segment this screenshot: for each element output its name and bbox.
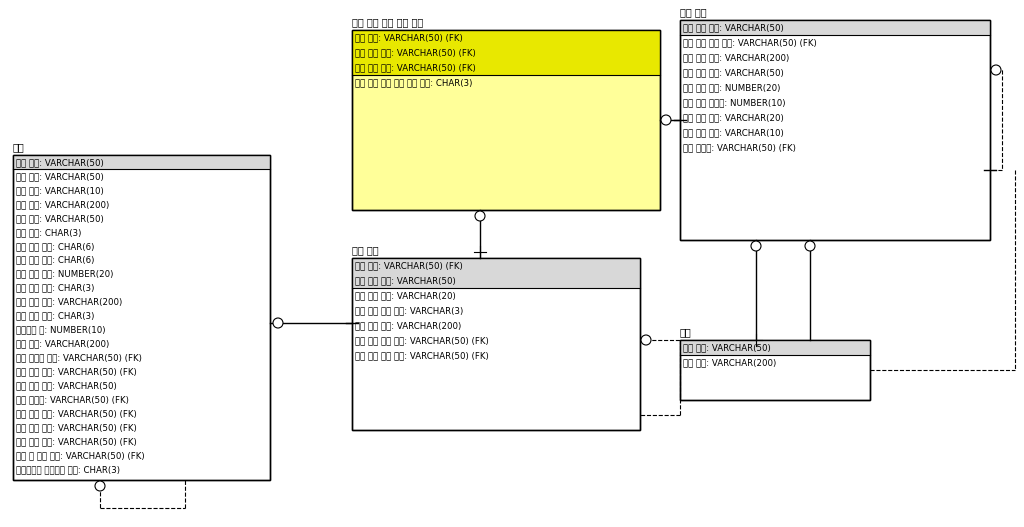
Text: 체계 기능 명칭: VARCHAR(50) (FK): 체계 기능 명칭: VARCHAR(50) (FK) xyxy=(355,49,476,58)
Text: 체계 분산 구조: CHAR(3): 체계 분산 구조: CHAR(3) xyxy=(16,311,94,320)
Text: 체계 설명: VARCHAR(200): 체계 설명: VARCHAR(200) xyxy=(16,200,110,209)
Circle shape xyxy=(991,65,1001,75)
Text: 운용 활동 설명: VARCHAR(200): 운용 활동 설명: VARCHAR(200) xyxy=(683,54,790,63)
Text: 체계 명칭: VARCHAR(50) (FK): 체계 명칭: VARCHAR(50) (FK) xyxy=(355,262,463,271)
Text: 능력 명칭: VARCHAR(50): 능력 명칭: VARCHAR(50) xyxy=(683,344,771,353)
Text: 상위 체계 명칭: VARCHAR(50) (FK): 상위 체계 명칭: VARCHAR(50) (FK) xyxy=(16,367,137,376)
Bar xyxy=(680,20,990,240)
Bar xyxy=(680,340,870,400)
Text: 상호운용성 달성가능 수준: CHAR(3): 상호운용성 달성가능 수준: CHAR(3) xyxy=(16,465,120,474)
Text: 업무 추관 조직: VARCHAR(50) (FK): 업무 추관 조직: VARCHAR(50) (FK) xyxy=(16,437,137,446)
Text: 체계 도메인 명칭: VARCHAR(50) (FK): 체계 도메인 명칭: VARCHAR(50) (FK) xyxy=(16,354,142,363)
Text: 운용 활동 빈도: NUMBER(20): 운용 활동 빈도: NUMBER(20) xyxy=(683,84,780,93)
Text: 운용 활동 체계 기능 관계 타입: CHAR(3): 운용 활동 체계 기능 관계 타입: CHAR(3) xyxy=(355,79,472,88)
Bar xyxy=(680,20,990,35)
Text: 체계 수준: VARCHAR(10): 체계 수준: VARCHAR(10) xyxy=(16,186,103,195)
Circle shape xyxy=(751,241,761,251)
Text: 체계 사용 환경: CHAR(3): 체계 사용 환경: CHAR(3) xyxy=(16,284,94,292)
Circle shape xyxy=(475,211,485,221)
Bar xyxy=(680,340,870,355)
Text: 운용 활동 단계: VARCHAR(50): 운용 활동 단계: VARCHAR(50) xyxy=(683,69,783,78)
Text: 상위 체계 기능 명칭: VARCHAR(50) (FK): 상위 체계 기능 명칭: VARCHAR(50) (FK) xyxy=(355,337,488,346)
Text: 체계: 체계 xyxy=(13,142,25,152)
Circle shape xyxy=(662,115,671,125)
Circle shape xyxy=(641,335,651,345)
Bar xyxy=(13,155,270,480)
Circle shape xyxy=(95,481,105,491)
Text: 체계 개발 언어: VARCHAR(50): 체계 개발 언어: VARCHAR(50) xyxy=(16,382,117,391)
Text: 체계 기능: 체계 기능 xyxy=(352,245,379,255)
Text: 프로그램 수: NUMBER(10): 프로그램 수: NUMBER(10) xyxy=(16,326,105,335)
Text: 체계 기능 수준: VARCHAR(20): 체계 기능 수준: VARCHAR(20) xyxy=(355,292,456,301)
Text: 운용 활동 명칭: VARCHAR(50): 운용 활동 명칭: VARCHAR(50) xyxy=(683,24,783,33)
Bar xyxy=(352,30,660,75)
Text: 체계 버전: VARCHAR(50): 체계 버전: VARCHAR(50) xyxy=(16,214,103,223)
Text: 체계 개발 비용: NUMBER(20): 체계 개발 비용: NUMBER(20) xyxy=(16,270,114,279)
Text: 운용 활동: 운용 활동 xyxy=(680,7,707,17)
Bar xyxy=(680,20,990,240)
Text: 체계 개발 의제: VARCHAR(200): 체계 개발 의제: VARCHAR(200) xyxy=(16,298,122,307)
Text: 능력 설명: VARCHAR(200): 능력 설명: VARCHAR(200) xyxy=(683,359,776,368)
Bar xyxy=(13,155,270,169)
Text: 운용 활동 의사수: NUMBER(10): 운용 활동 의사수: NUMBER(10) xyxy=(683,99,785,108)
Text: 체계 상태: CHAR(3): 체계 상태: CHAR(3) xyxy=(16,228,81,237)
Bar xyxy=(352,258,640,430)
Text: 상위 체계 기능 명칭: VARCHAR(50) (FK): 상위 체계 기능 명칭: VARCHAR(50) (FK) xyxy=(355,352,488,361)
Text: 업무 대 기능 명칭: VARCHAR(50) (FK): 업무 대 기능 명칭: VARCHAR(50) (FK) xyxy=(16,451,144,460)
Text: 운용 활동 단위: VARCHAR(20): 운용 활동 단위: VARCHAR(20) xyxy=(683,114,783,123)
Text: 체계 기능 설명: VARCHAR(200): 체계 기능 설명: VARCHAR(200) xyxy=(355,322,461,331)
Text: 운용 활동 체계 기능 관계: 운용 활동 체계 기능 관계 xyxy=(352,17,423,27)
Text: 개발 종료 년월: CHAR(6): 개발 종료 년월: CHAR(6) xyxy=(16,256,94,265)
Text: 체계 운영 조직: VARCHAR(50) (FK): 체계 운영 조직: VARCHAR(50) (FK) xyxy=(16,423,137,432)
Text: 운용 활동 수준: VARCHAR(10): 운용 활동 수준: VARCHAR(10) xyxy=(683,129,783,138)
Text: 관련 법률명: VARCHAR(50) (FK): 관련 법률명: VARCHAR(50) (FK) xyxy=(16,395,129,404)
Text: 상위 운용 활동 명칭: VARCHAR(50) (FK): 상위 운용 활동 명칭: VARCHAR(50) (FK) xyxy=(683,39,817,48)
Text: 체계 명칭: VARCHAR(50) (FK): 체계 명칭: VARCHAR(50) (FK) xyxy=(355,34,463,43)
Text: 개발 시작 년월: CHAR(6): 개발 시작 년월: CHAR(6) xyxy=(16,242,94,251)
Text: 체계 기능 명칭: VARCHAR(50): 체계 기능 명칭: VARCHAR(50) xyxy=(355,277,456,286)
Circle shape xyxy=(273,318,283,328)
Bar xyxy=(352,30,660,210)
Text: 체계 약어: VARCHAR(50): 체계 약어: VARCHAR(50) xyxy=(16,172,103,181)
Bar xyxy=(352,30,660,210)
Circle shape xyxy=(805,241,815,251)
Text: 체계 명칭: VARCHAR(50): 체계 명칭: VARCHAR(50) xyxy=(16,158,103,167)
Text: 업무 기능 명칭: VARCHAR(50) (FK): 업무 기능 명칭: VARCHAR(50) (FK) xyxy=(16,409,137,418)
Bar xyxy=(352,258,640,288)
Bar xyxy=(352,258,640,430)
Text: 체계 기능 개발 형태: VARCHAR(3): 체계 기능 개발 형태: VARCHAR(3) xyxy=(355,307,463,316)
Text: 기타 사항: VARCHAR(200): 기타 사항: VARCHAR(200) xyxy=(16,339,110,348)
Bar xyxy=(13,155,270,480)
Text: 운용 활동명: VARCHAR(50) (FK): 운용 활동명: VARCHAR(50) (FK) xyxy=(683,144,796,153)
Bar xyxy=(680,340,870,400)
Text: 운용 활동 명칭: VARCHAR(50) (FK): 운용 활동 명칭: VARCHAR(50) (FK) xyxy=(355,64,476,73)
Text: 능력: 능력 xyxy=(680,327,692,337)
